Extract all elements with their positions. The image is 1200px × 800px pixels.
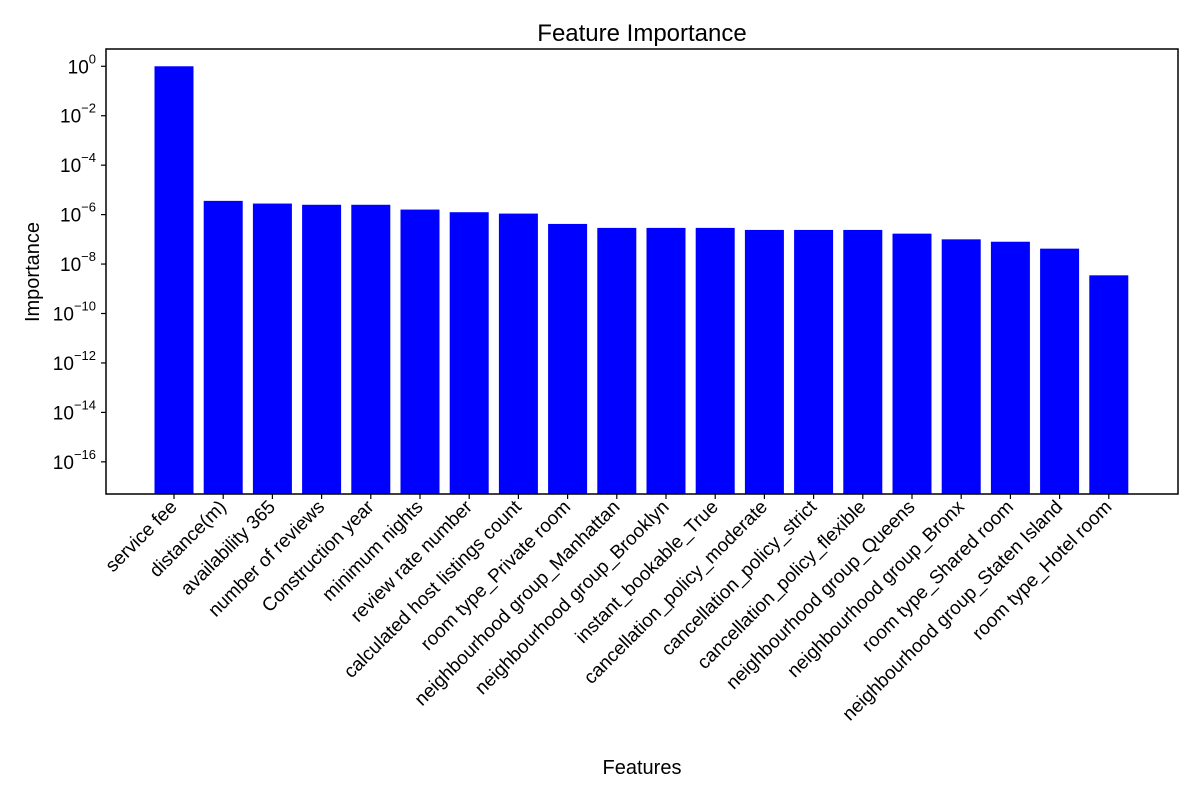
y-tick-base: 10 [53, 354, 74, 375]
bar [351, 204, 391, 495]
y-tick-exponent: −4 [81, 150, 96, 165]
y-tick-label: 10−8 [60, 249, 96, 276]
y-tick-exponent: −10 [74, 299, 96, 314]
bar [646, 227, 686, 494]
bar [400, 209, 440, 494]
x-axis-label: Features [603, 757, 682, 779]
y-tick-label: 10−6 [60, 200, 96, 227]
y-tick-base: 10 [60, 156, 81, 177]
bar [695, 227, 735, 494]
y-tick-base: 10 [60, 107, 81, 128]
y-tick-label: 10−14 [53, 397, 96, 424]
bar [597, 227, 637, 494]
bar [794, 229, 834, 494]
bar [498, 213, 538, 495]
y-tick-base: 10 [60, 255, 81, 276]
bar [154, 66, 194, 494]
y-tick-base: 10 [53, 453, 74, 474]
chart-title: Feature Importance [537, 20, 746, 47]
y-tick-base: 10 [60, 206, 81, 227]
bar [744, 229, 784, 494]
y-tick-label: 10−10 [53, 299, 96, 326]
bar [941, 239, 981, 494]
y-tick-base: 10 [53, 305, 74, 326]
bar [1089, 275, 1129, 494]
y-tick-exponent: −12 [74, 348, 96, 363]
y-axis-label: Importance [22, 222, 44, 322]
bar [548, 223, 588, 494]
y-tick-exponent: −2 [81, 101, 96, 116]
bar [990, 241, 1030, 494]
y-tick-label: 10−2 [60, 101, 96, 128]
bar [203, 200, 243, 494]
y-tick-label: 10−4 [60, 150, 96, 177]
plot-frame [105, 48, 1179, 495]
bar [843, 229, 883, 494]
bar [449, 212, 489, 494]
y-tick-label: 10−12 [53, 348, 96, 375]
y-tick-base: 10 [53, 403, 74, 424]
y-tick-base: 10 [68, 57, 89, 78]
bars-group [154, 66, 1129, 495]
y-tick-exponent: −8 [81, 249, 96, 264]
bar [892, 233, 932, 495]
y-tick-exponent: 0 [89, 51, 96, 66]
bar [302, 204, 342, 495]
y-tick-exponent: −6 [81, 200, 96, 215]
y-tick-label: 100 [68, 51, 96, 78]
bar [1040, 248, 1080, 494]
y-tick-label: 10−16 [53, 447, 96, 474]
y-tick-exponent: −14 [74, 397, 96, 412]
bar [252, 203, 292, 494]
y-tick-exponent: −16 [74, 447, 96, 462]
